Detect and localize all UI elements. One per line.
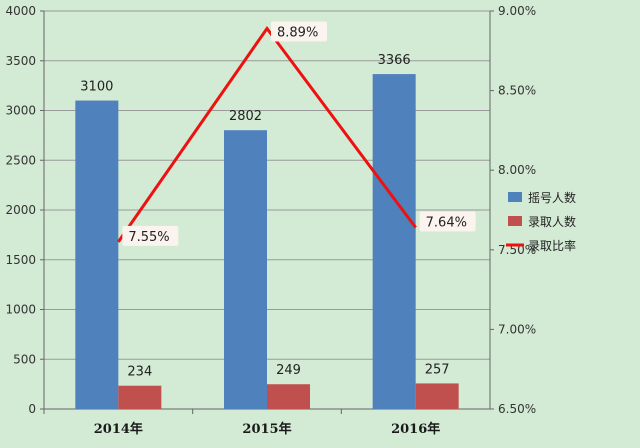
right-axis-tick-label: 8.00% xyxy=(498,163,536,177)
left-axis-tick-label: 3500 xyxy=(5,54,36,68)
legend-swatch xyxy=(508,192,522,202)
left-axis-tick-label: 2500 xyxy=(5,153,36,167)
bar-applicants xyxy=(372,74,416,409)
bar-data-label: 3100 xyxy=(80,80,113,95)
left-axis-tick-label: 3000 xyxy=(5,104,36,118)
bar-applicants xyxy=(224,130,267,410)
legend-entry-label: 录取人数 xyxy=(528,214,576,229)
bar-data-label: 3366 xyxy=(378,53,411,68)
bar-admitted xyxy=(267,384,310,409)
left-axis-tick-label: 4000 xyxy=(5,4,36,18)
bar-applicants xyxy=(75,100,119,410)
legend-entry-label: 摇号人数 xyxy=(528,190,576,205)
legend-swatch xyxy=(508,216,522,226)
legend-entry-label: 录取比率 xyxy=(528,238,576,253)
right-axis-tick-label: 6.50% xyxy=(498,402,536,416)
left-axis-tick-label: 1000 xyxy=(5,303,36,317)
left-axis-tick-label: 1500 xyxy=(5,253,36,267)
left-axis-tick-label: 2000 xyxy=(5,203,36,217)
line-data-label: 7.64% xyxy=(426,216,467,231)
left-axis-tick-label: 500 xyxy=(13,352,36,366)
line-data-label: 7.55% xyxy=(128,230,169,245)
line-label-box xyxy=(271,21,327,42)
x-axis-category-label: 2016年 xyxy=(391,421,440,437)
bar-data-label: 249 xyxy=(276,363,301,378)
bar-data-label: 234 xyxy=(127,365,152,380)
right-axis-tick-label: 8.50% xyxy=(498,84,536,98)
line-admission-rate xyxy=(117,25,417,243)
bar-data-label: 257 xyxy=(425,362,450,377)
x-axis-category-label: 2015年 xyxy=(242,421,291,437)
x-axis-category-label: 2014年 xyxy=(94,421,143,437)
bar-admitted xyxy=(415,383,459,409)
left-axis-tick-label: 0 xyxy=(28,402,36,416)
right-axis-tick-label: 9.00% xyxy=(498,4,536,18)
line-label-box xyxy=(419,211,476,232)
bar-admitted xyxy=(118,385,162,409)
bar-data-label: 2802 xyxy=(229,109,262,124)
right-axis-tick-label: 7.00% xyxy=(498,322,536,336)
line-label-box xyxy=(122,225,179,246)
line-data-label: 8.89% xyxy=(277,26,318,41)
